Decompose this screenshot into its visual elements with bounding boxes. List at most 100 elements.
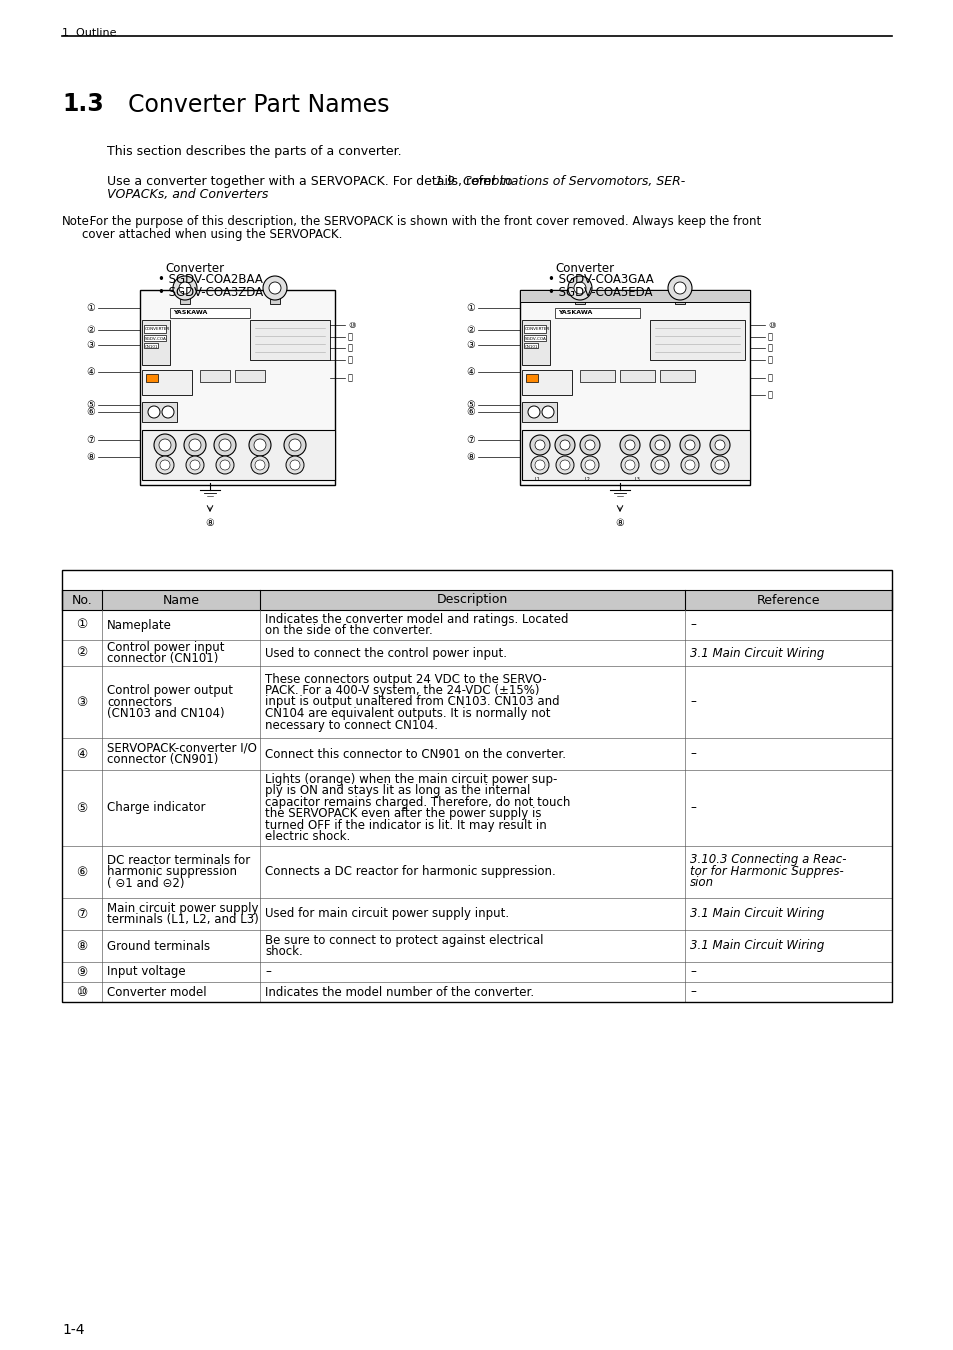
Text: shock.: shock.: [265, 945, 302, 958]
Bar: [521, 431, 749, 481]
Bar: [234, 370, 265, 382]
Circle shape: [541, 406, 554, 418]
Text: ②: ②: [76, 647, 88, 660]
Circle shape: [186, 456, 204, 474]
Circle shape: [527, 406, 539, 418]
Circle shape: [251, 456, 269, 474]
Text: Used for main circuit power supply input.: Used for main circuit power supply input…: [265, 907, 509, 921]
Bar: [144, 335, 166, 342]
Text: capacitor remains charged. Therefore, do not touch: capacitor remains charged. Therefore, do…: [265, 795, 570, 809]
Text: ⑩: ⑩: [767, 320, 775, 329]
Bar: [523, 335, 545, 342]
Circle shape: [269, 282, 281, 294]
Text: No.: No.: [71, 594, 92, 606]
Circle shape: [559, 460, 569, 470]
Text: (CN103 and CN104): (CN103 and CN104): [107, 707, 224, 720]
Text: For the purpose of this description, the SERVOPACK is shown with the front cover: For the purpose of this description, the…: [86, 215, 760, 228]
Circle shape: [714, 440, 724, 450]
Text: CN101: CN101: [524, 346, 537, 350]
Bar: [62, 610, 891, 640]
Circle shape: [684, 440, 695, 450]
Text: ⑧: ⑧: [206, 518, 214, 528]
Text: L3: L3: [635, 477, 640, 482]
Text: ⑥: ⑥: [76, 865, 88, 879]
Text: ⓭: ⓭: [767, 374, 772, 382]
Text: PACK. For a 400-V system, the 24-VDC (±15%): PACK. For a 400-V system, the 24-VDC (±1…: [265, 684, 539, 697]
Circle shape: [624, 460, 635, 470]
Text: ①: ①: [86, 302, 95, 313]
Circle shape: [153, 433, 175, 456]
Bar: [649, 320, 744, 360]
Text: ④: ④: [466, 367, 475, 377]
Text: These connectors output 24 VDC to the SERVO-: These connectors output 24 VDC to the SE…: [265, 672, 546, 686]
Bar: [519, 290, 749, 302]
Circle shape: [679, 435, 700, 455]
Text: connector (CN101): connector (CN101): [107, 652, 218, 666]
Text: ⓬: ⓬: [348, 355, 353, 364]
Text: ⑤: ⑤: [76, 802, 88, 814]
Text: Converter: Converter: [165, 262, 224, 275]
Text: CN101: CN101: [145, 346, 158, 350]
Text: 3.1 Main Circuit Wiring: 3.1 Main Circuit Wiring: [689, 647, 823, 660]
Text: Note:: Note:: [62, 215, 93, 228]
Circle shape: [219, 439, 231, 451]
Text: –: –: [689, 965, 695, 979]
Text: CN104 are equivalent outputs. It is normally not: CN104 are equivalent outputs. It is norm…: [265, 707, 550, 720]
Bar: [250, 320, 330, 360]
Bar: [200, 370, 230, 382]
Text: sion: sion: [689, 876, 714, 890]
Bar: [144, 325, 166, 333]
Text: ①: ①: [76, 618, 88, 632]
Text: SGDV-COA: SGDV-COA: [145, 338, 167, 342]
Bar: [62, 738, 891, 769]
Text: Connect this connector to CN901 on the converter.: Connect this connector to CN901 on the c…: [265, 748, 565, 760]
Circle shape: [220, 460, 230, 470]
Text: ⑧: ⑧: [615, 518, 623, 528]
Bar: [619, 370, 655, 382]
Text: ⑩: ⑩: [76, 986, 88, 999]
Text: Control power input: Control power input: [107, 641, 224, 653]
Text: 1  Outline: 1 Outline: [62, 28, 116, 38]
Text: CONVERTER: CONVERTER: [524, 327, 550, 331]
Bar: [62, 590, 891, 610]
Text: Ground terminals: Ground terminals: [107, 940, 210, 953]
Text: YASKAWA: YASKAWA: [172, 310, 207, 315]
Text: ⓬: ⓬: [767, 355, 772, 364]
Text: ⓮: ⓮: [767, 390, 772, 400]
Bar: [62, 666, 891, 738]
Text: on the side of the converter.: on the side of the converter.: [265, 624, 433, 637]
Text: • SGDV-COA2BAA: • SGDV-COA2BAA: [158, 273, 263, 286]
Circle shape: [189, 439, 201, 451]
Text: –: –: [689, 618, 695, 632]
Text: –: –: [265, 965, 271, 979]
Text: ⑥: ⑥: [86, 406, 95, 417]
Text: ⑦: ⑦: [466, 435, 475, 446]
Circle shape: [160, 460, 170, 470]
Text: • SGDV-COA3GAA: • SGDV-COA3GAA: [547, 273, 653, 286]
Text: Reference: Reference: [756, 594, 820, 606]
Text: Be sure to connect to protect against electrical: Be sure to connect to protect against el…: [265, 934, 543, 946]
Bar: [142, 370, 192, 396]
Text: ⓫: ⓫: [767, 343, 772, 352]
Text: 1.9  Combinations of Servomotors, SER-: 1.9 Combinations of Servomotors, SER-: [435, 176, 685, 188]
Text: L1: L1: [535, 477, 540, 482]
Circle shape: [179, 282, 191, 294]
Circle shape: [667, 275, 691, 300]
Text: Nameplate: Nameplate: [107, 618, 172, 632]
Circle shape: [284, 433, 306, 456]
Bar: [142, 402, 177, 423]
Circle shape: [556, 456, 574, 474]
Text: ply is ON and stays lit as long as the internal: ply is ON and stays lit as long as the i…: [265, 784, 530, 798]
Text: ②: ②: [86, 325, 95, 335]
Circle shape: [162, 406, 173, 418]
Text: Use a converter together with a SERVOPACK. For details, refer to: Use a converter together with a SERVOPAC…: [107, 176, 516, 188]
Text: Used to connect the control power input.: Used to connect the control power input.: [265, 647, 506, 660]
Text: ⑧: ⑧: [86, 452, 95, 462]
Bar: [142, 320, 170, 364]
Text: ⑦: ⑦: [76, 907, 88, 921]
Text: Control power output: Control power output: [107, 684, 233, 697]
Bar: [521, 370, 572, 396]
Text: input is output unaltered from CN103. CN103 and: input is output unaltered from CN103. CN…: [265, 695, 559, 709]
Circle shape: [190, 460, 200, 470]
Circle shape: [580, 456, 598, 474]
